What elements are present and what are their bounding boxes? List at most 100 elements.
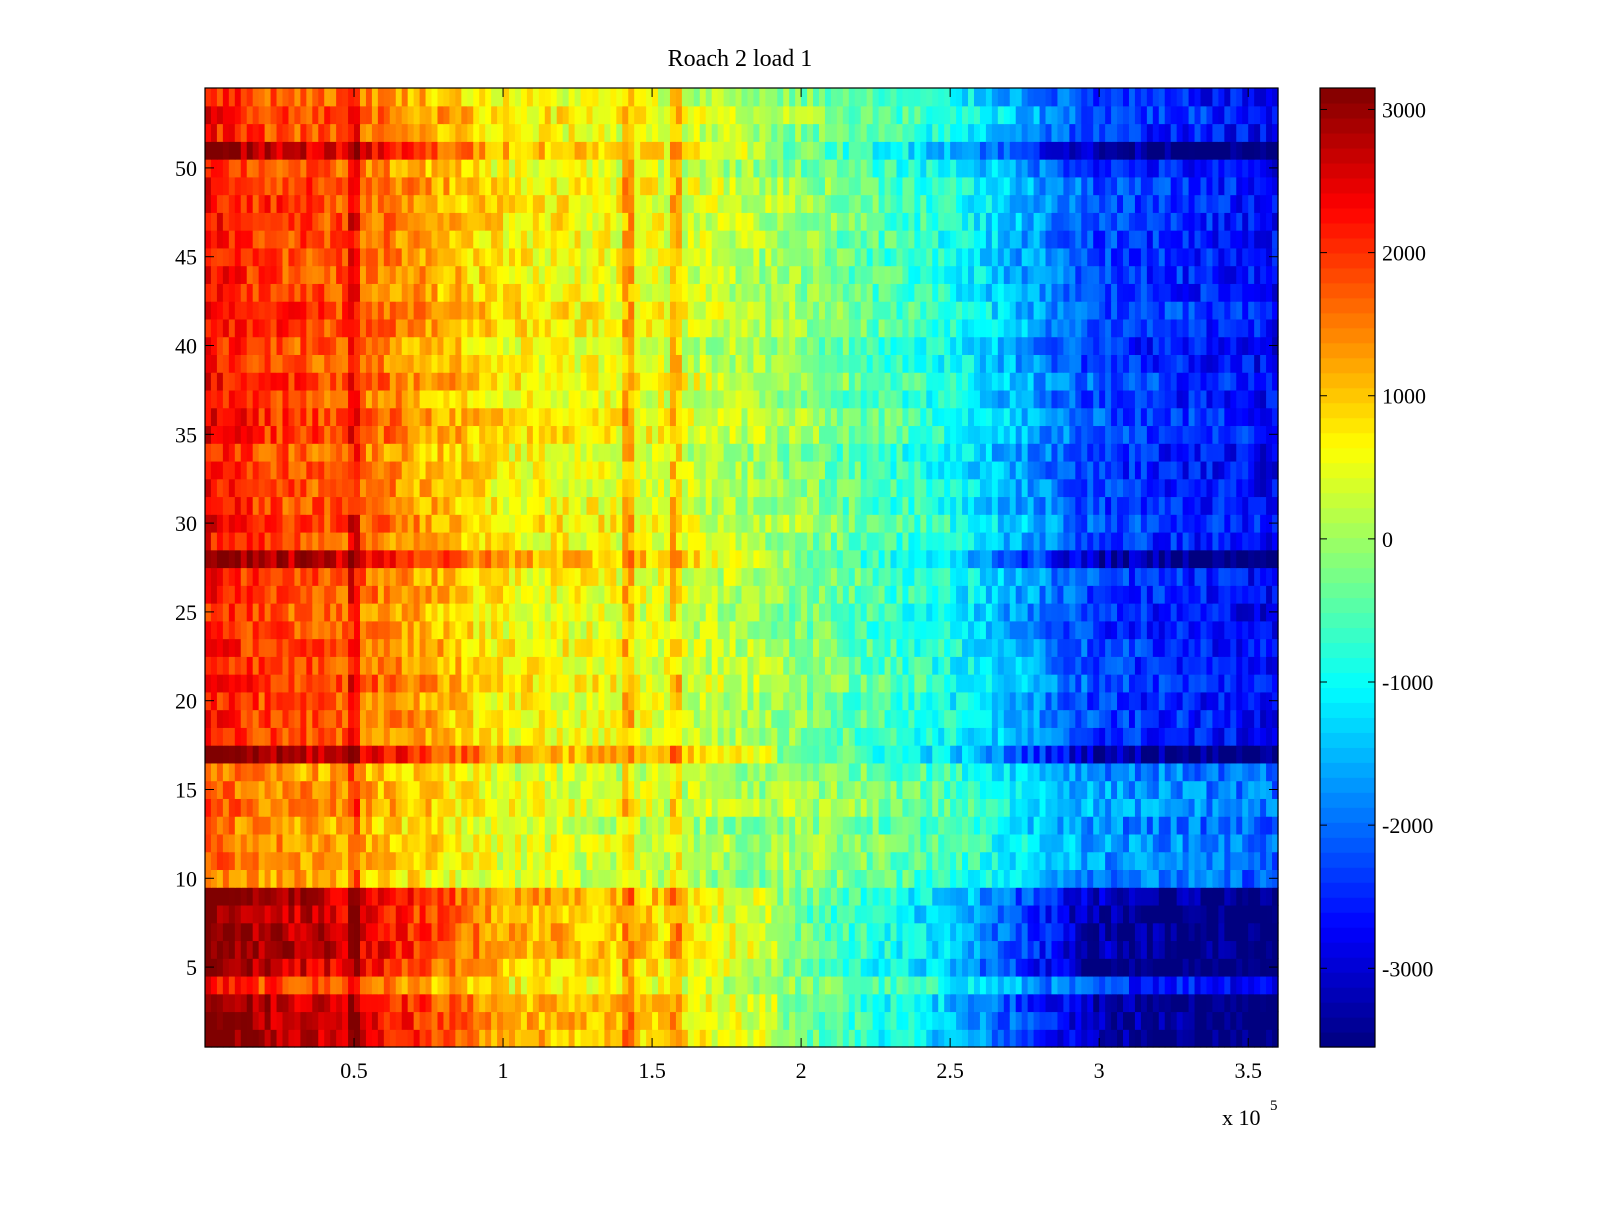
heatmap-cell <box>902 1029 910 1048</box>
heatmap-cell <box>866 603 874 622</box>
heatmap-cell <box>497 833 504 853</box>
heatmap-cell <box>1146 691 1154 711</box>
heatmap-cell <box>765 727 772 746</box>
heatmap-cell <box>1248 691 1255 711</box>
heatmap-cell <box>848 940 856 959</box>
heatmap-cell <box>610 851 617 871</box>
heatmap-cell <box>681 691 689 711</box>
heatmap-cell <box>1015 709 1023 728</box>
heatmap-cell <box>205 904 212 924</box>
heatmap-cell <box>753 656 760 675</box>
heatmap-cell <box>860 656 868 675</box>
heatmap-cell <box>801 1029 808 1048</box>
heatmap-cell <box>1069 620 1076 640</box>
heatmap-cell <box>330 993 337 1013</box>
heatmap-cell <box>878 656 886 675</box>
heatmap-cell <box>1015 922 1023 942</box>
heatmap-cell <box>735 709 743 728</box>
heatmap-cell <box>735 691 743 711</box>
heatmap-cell <box>509 816 516 835</box>
heatmap-cell <box>711 674 719 693</box>
heatmap-cell <box>824 620 832 640</box>
heatmap-cell <box>1182 869 1190 888</box>
heatmap-cell <box>669 851 677 871</box>
heatmap-cell <box>991 727 999 746</box>
heatmap-cell <box>1134 869 1142 888</box>
heatmap-cell <box>1236 922 1243 942</box>
heatmap-cell <box>783 745 790 764</box>
heatmap-cell <box>789 620 796 640</box>
heatmap-cell <box>818 851 826 871</box>
heatmap-cell <box>968 549 975 569</box>
heatmap-cell <box>818 922 826 942</box>
heatmap-cell <box>258 851 266 871</box>
heatmap-cell <box>616 674 623 693</box>
heatmap-cell <box>842 745 850 764</box>
heatmap-cell <box>652 762 659 782</box>
heatmap-cell <box>246 851 254 871</box>
heatmap-cell <box>884 922 892 942</box>
heatmap-cell <box>872 816 880 835</box>
heatmap-cell <box>580 709 588 728</box>
heatmap-cell <box>1230 816 1237 835</box>
heatmap-cell <box>1057 603 1064 622</box>
heatmap-cell <box>1081 780 1088 799</box>
heatmap-cell <box>777 674 784 693</box>
heatmap-cell <box>1105 833 1112 853</box>
heatmap-cell <box>1236 851 1243 871</box>
heatmap-cell <box>854 993 862 1013</box>
heatmap-cell <box>377 798 385 817</box>
heatmap-cell <box>413 922 421 942</box>
heatmap-cell <box>824 762 832 782</box>
heatmap-cell <box>1117 638 1124 657</box>
heatmap-cell <box>431 567 439 586</box>
heatmap-cell <box>1099 656 1106 675</box>
heatmap-cell <box>693 567 701 586</box>
heatmap-cell <box>807 674 814 693</box>
heatmap-cell <box>807 620 814 640</box>
heatmap-cell <box>1081 940 1088 959</box>
heatmap-cell <box>228 869 236 888</box>
heatmap-cell <box>807 887 814 906</box>
heatmap-cell <box>318 940 325 959</box>
heatmap-cell <box>419 585 427 604</box>
heatmap-cell <box>818 691 826 711</box>
heatmap-cell <box>425 745 433 764</box>
heatmap-cell <box>401 745 409 764</box>
heatmap-cell <box>646 975 653 995</box>
heatmap-cell <box>771 1029 778 1048</box>
heatmap-cell <box>264 638 272 657</box>
heatmap-cell <box>1039 762 1047 782</box>
heatmap-cell <box>741 816 749 835</box>
heatmap-cell <box>562 904 570 924</box>
heatmap-cell <box>1254 691 1261 711</box>
heatmap-cell <box>1164 674 1172 693</box>
heatmap-cell <box>312 798 319 817</box>
heatmap-cell <box>1182 638 1190 657</box>
heatmap-cell <box>973 709 981 728</box>
heatmap-cell <box>914 1011 921 1030</box>
heatmap-cell <box>1057 922 1064 942</box>
heatmap-cell <box>210 1029 218 1048</box>
heatmap-cell <box>777 620 784 640</box>
heatmap-cell <box>1123 798 1130 817</box>
heatmap-cell <box>1206 975 1214 995</box>
heatmap-cell <box>1206 958 1214 977</box>
heatmap-cell <box>723 993 731 1013</box>
heatmap-cell <box>890 816 898 835</box>
heatmap-cell <box>342 567 349 586</box>
heatmap-cell <box>413 567 421 586</box>
heatmap-cell <box>1254 851 1261 871</box>
heatmap-cell <box>640 656 647 675</box>
heatmap-cell <box>330 691 337 711</box>
heatmap-cell <box>276 780 284 799</box>
heatmap-cell <box>616 904 623 924</box>
heatmap-cell <box>443 1029 450 1048</box>
heatmap-cell <box>383 922 391 942</box>
heatmap-cell <box>926 851 933 871</box>
heatmap-cell <box>783 798 790 817</box>
heatmap-cell <box>514 638 522 657</box>
heatmap-cell <box>950 549 957 569</box>
heatmap-cell <box>1099 869 1106 888</box>
heatmap-cell <box>1188 762 1196 782</box>
